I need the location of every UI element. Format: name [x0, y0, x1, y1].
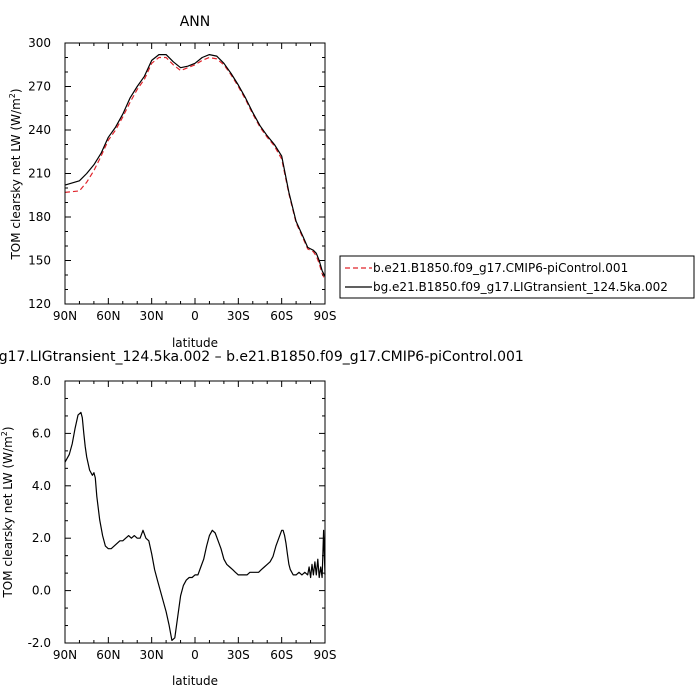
top-x-tick-label: 0: [191, 309, 199, 323]
top-x-tick-label: 90S: [314, 309, 337, 323]
legend-label-lig: bg.e21.B1850.f09_g17.LIGtransient_124.5k…: [373, 280, 668, 294]
top-y-tick-label: 150: [28, 254, 51, 268]
top-chart-title: ANN: [180, 14, 211, 30]
top-x-axis-label: latitude: [172, 336, 218, 350]
bottom-y-tick-label: 0.0: [32, 584, 51, 598]
top-y-tick-label: 270: [28, 80, 51, 94]
top-y-axis-label: TOM clearsky net LW (W/m2): [8, 88, 23, 260]
bottom-x-tick-label: 30S: [227, 648, 250, 662]
bottom-x-tick-label: 30N: [140, 648, 164, 662]
top-plot-frame: [64, 42, 326, 305]
top-x-tick-label: 30S: [227, 309, 250, 323]
top-x-tick-label: 60N: [96, 309, 120, 323]
bottom-plot-frame: [64, 380, 326, 644]
top-y-tick-label: 300: [28, 36, 51, 50]
bottom-x-tick-label: 90S: [314, 648, 337, 662]
top-series-line-0: [64, 56, 326, 280]
bottom-series-line-0: [64, 411, 326, 641]
bottom-y-tick-label: -2.0: [28, 636, 51, 650]
top-x-tick-label: 30N: [140, 309, 164, 323]
top-x-tick-label: 60S: [270, 309, 293, 323]
top-y-tick-label: 210: [28, 167, 51, 181]
bottom-x-tick-label: 60N: [96, 648, 120, 662]
legend: b.e21.B1850.f09_g17.CMIP6-piControl.001 …: [339, 255, 695, 299]
top-y-tick-label: 180: [28, 210, 51, 224]
top-y-tick-label: 120: [28, 297, 51, 311]
bottom-y-tick-label: 2.0: [32, 531, 51, 545]
bottom-y-tick-label: 6.0: [32, 426, 51, 440]
bottom-plot-area: 90N 60N 30N 0 30S 60S 90S -2.0 0.0 2.0 4.0 6.0 8.0: [28, 374, 337, 662]
top-series-line-1: [64, 54, 326, 277]
top-plot-area: 90N 60N 30N 0 30S 60S 90S 120 150 180 210 240 270 300: [28, 36, 336, 323]
bottom-x-tick-label: 0: [191, 648, 199, 662]
bottom-y-axis-label: TOM clearsky net LW (W/m2): [0, 426, 15, 598]
top-x-tick-label: 90N: [53, 309, 77, 323]
bottom-x-axis-label: latitude: [172, 674, 218, 688]
bottom-y-tick-label: 8.0: [32, 374, 51, 388]
bottom-x-tick-label: 60S: [270, 648, 293, 662]
bottom-x-tick-label: 90N: [53, 648, 77, 662]
top-chart: ANN 90N 60N 30N 0 30S 60S 90S 120 150 180 210 240 27…: [8, 14, 336, 350]
top-y-tick-label: 240: [28, 123, 51, 137]
legend-box: [339, 255, 695, 299]
bottom-y-tick-label: 4.0: [32, 479, 51, 493]
bottom-chart-title: bg.e21.B1850.f09_g17.LIGtransient_124.5k…: [0, 349, 524, 365]
legend-label-control: b.e21.B1850.f09_g17.CMIP6-piControl.001: [373, 261, 628, 275]
bottom-chart: bg.e21.B1850.f09_g17.LIGtransient_124.5k…: [0, 349, 524, 688]
